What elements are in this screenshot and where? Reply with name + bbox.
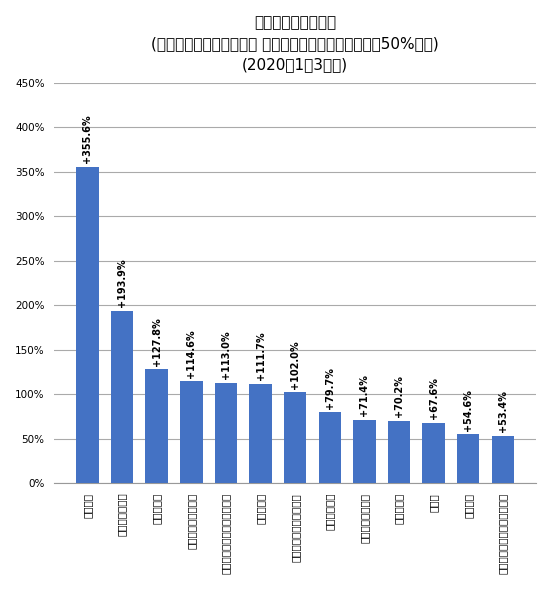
Bar <box>145 369 168 483</box>
Title: 月あたりの支出金額
(二人以上世帯、品目分類 小区分、前年同期比でプラス50%以上)
(2020年1〜3月期): 月あたりの支出金額 (二人以上世帯、品目分類 小区分、前年同期比でプラス50%以… <box>152 15 439 72</box>
Text: +53.4%: +53.4% <box>498 390 508 432</box>
Text: +127.8%: +127.8% <box>152 317 161 366</box>
Bar <box>318 412 341 483</box>
Bar <box>76 167 99 483</box>
Text: +67.6%: +67.6% <box>429 378 439 419</box>
Bar <box>457 435 479 483</box>
Text: +79.7%: +79.7% <box>325 367 335 409</box>
Text: +111.7%: +111.7% <box>256 332 266 380</box>
Bar <box>353 419 376 483</box>
Text: +102.0%: +102.0% <box>290 340 300 389</box>
Text: +113.0%: +113.0% <box>221 330 231 379</box>
Bar <box>215 382 237 483</box>
Text: +71.4%: +71.4% <box>359 374 369 416</box>
Bar <box>180 381 203 483</box>
Bar <box>491 435 514 483</box>
Text: +70.2%: +70.2% <box>394 375 404 417</box>
Bar <box>249 383 272 483</box>
Bar <box>423 423 445 483</box>
Text: +114.6%: +114.6% <box>186 329 196 378</box>
Text: +193.9%: +193.9% <box>117 259 127 307</box>
Bar <box>388 421 410 483</box>
Bar <box>284 392 306 483</box>
Text: +54.6%: +54.6% <box>463 389 473 431</box>
Text: +355.6%: +355.6% <box>83 115 93 163</box>
Bar <box>111 310 133 483</box>
